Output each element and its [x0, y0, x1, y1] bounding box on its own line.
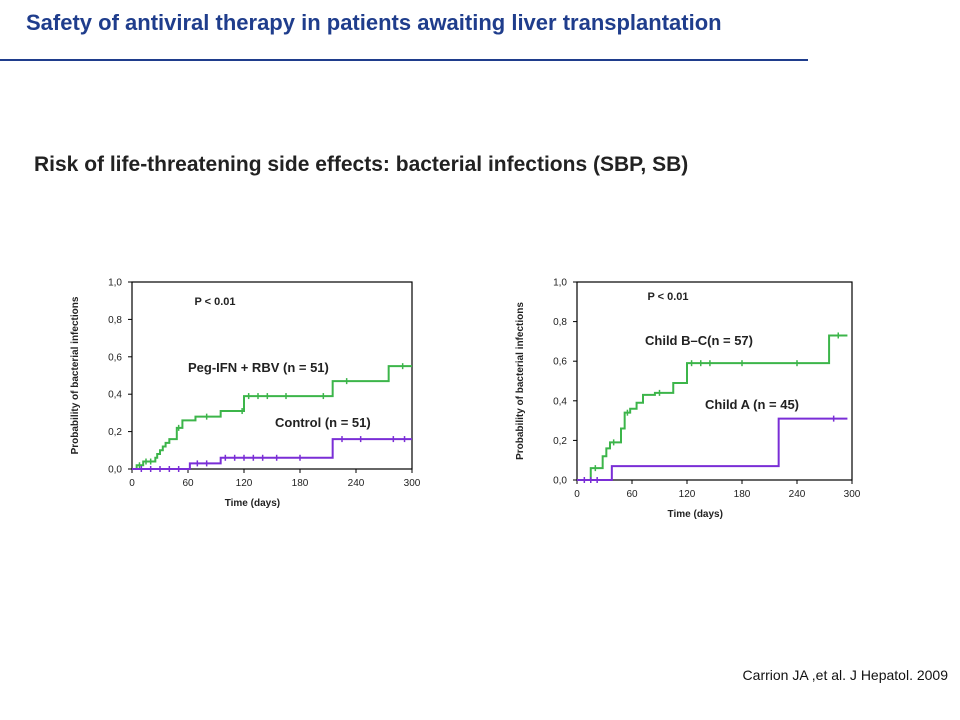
page-title: Safety of antiviral therapy in patients … [26, 10, 722, 35]
x-axis-label: Time (days) [225, 498, 280, 509]
p-value: P < 0.01 [194, 296, 235, 308]
x-tick-label: 0 [574, 489, 580, 500]
y-axis-label: Probability of bacterial infections [70, 296, 81, 454]
x-tick-label: 60 [182, 478, 194, 489]
y-tick-label: 0,8 [108, 315, 122, 326]
title-underline [0, 59, 808, 61]
series-line [132, 438, 412, 470]
plot-frame [576, 281, 853, 481]
p-value: P < 0.01 [647, 291, 688, 303]
x-tick-label: 240 [348, 478, 365, 489]
series-0 [577, 332, 848, 481]
citation: Carrion JA ,et al. J Hepatol. 2009 [742, 667, 948, 683]
series-line [132, 365, 412, 470]
y-tick-label: 0,0 [108, 465, 122, 476]
x-tick-label: 60 [626, 489, 638, 500]
y-tick-label: 0,2 [553, 436, 567, 447]
series-1 [577, 415, 848, 483]
x-tick-label: 180 [734, 489, 751, 500]
y-axis-label: Probability of bacterial infections [515, 302, 526, 460]
series-label: Peg-IFN + RBV (n = 51) [188, 360, 329, 375]
x-tick-label: 120 [236, 478, 253, 489]
x-tick-label: 300 [844, 489, 861, 500]
y-tick-label: 1,0 [553, 278, 567, 289]
y-tick-label: 0,0 [553, 476, 567, 487]
series-1 [132, 436, 412, 472]
chart-peg-ifn-vs-control: 0,0 0,2 0,4 0,6 0,8 1,0 0 60 120 180 240 300 Time (d… [70, 278, 421, 510]
y-tick-label: 0,6 [108, 352, 122, 363]
y-tick-label: 0,4 [108, 390, 122, 401]
x-axis-label: Time (days) [668, 509, 723, 520]
x-tick-label: 120 [679, 489, 696, 500]
series-label: Child B–C(n = 57) [645, 333, 753, 348]
y-tick-label: 0,6 [553, 357, 567, 368]
y-tick-label: 0,4 [553, 396, 567, 407]
x-tick-label: 300 [404, 478, 421, 489]
y-tick-label: 1,0 [108, 278, 122, 289]
plot-frame [131, 281, 413, 470]
x-tick-label: 0 [129, 478, 135, 489]
x-tick-label: 240 [789, 489, 806, 500]
x-tick-label: 180 [292, 478, 309, 489]
series-label: Control (n = 51) [275, 415, 371, 430]
y-tick-label: 0,8 [553, 317, 567, 328]
series-0 [132, 363, 412, 470]
series-label: Child A (n = 45) [705, 397, 799, 412]
series-line [577, 334, 848, 481]
series-line [577, 417, 848, 481]
chart-child-classes: 0,0 0,2 0,4 0,6 0,8 1,0 0 60 120 180 240 300 Time (d… [515, 278, 861, 521]
y-tick-label: 0,2 [108, 427, 122, 438]
slide-subtitle: Risk of life-threatening side effects: b… [34, 153, 689, 176]
